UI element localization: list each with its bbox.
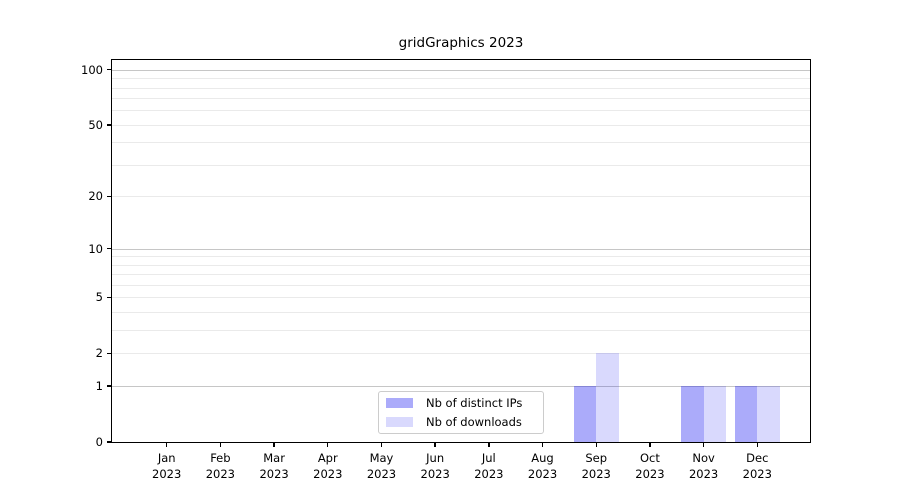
- legend-swatch-downloads: [386, 416, 413, 428]
- x-tick-label-jan: Jan 2023: [152, 450, 182, 482]
- y-tick-label-0: 0: [95, 435, 103, 449]
- bar-ips-nov: [681, 386, 704, 442]
- minor-gridline-3: [111, 330, 811, 332]
- minor-gridline-90: [111, 78, 811, 80]
- legend-label-downloads: Nb of downloads: [426, 415, 522, 430]
- x-tick-jan: [166, 442, 168, 447]
- y-tick-10: [106, 247, 112, 250]
- minor-gridline-50: [111, 124, 811, 126]
- x-tick-label-sep: Sep 2023: [581, 450, 611, 482]
- legend: Nb of distinct IPs Nb of downloads: [378, 391, 544, 434]
- legend-item-distinct-ips: Nb of distinct IPs: [379, 394, 543, 411]
- minor-gridline-60: [111, 110, 811, 112]
- minor-gridline-20: [111, 196, 811, 198]
- minor-gridline-70: [111, 98, 811, 100]
- x-tick-label-feb: Feb 2023: [205, 450, 236, 482]
- y-tick-label-50: 50: [88, 117, 103, 132]
- minor-gridline-2: [111, 353, 811, 355]
- x-tick-label-jul: Jul 2023: [474, 450, 504, 482]
- y-tick-label-20: 20: [88, 189, 103, 204]
- x-tick-nov: [702, 442, 705, 447]
- x-tick-dec: [756, 442, 758, 447]
- x-tick-apr: [327, 442, 329, 447]
- y-tick-label-2: 2: [95, 346, 103, 361]
- minor-gridline-80: [111, 87, 811, 89]
- x-tick-label-may: May 2023: [366, 450, 397, 482]
- x-tick-feb: [219, 442, 222, 447]
- legend-swatch-distinct-ips: [386, 397, 413, 409]
- x-tick-label-aug: Aug 2023: [527, 450, 558, 482]
- x-tick-may: [380, 442, 383, 447]
- x-tick-label-apr: Apr 2023: [313, 450, 343, 482]
- y-tick-100: [106, 69, 112, 71]
- minor-gridline-7: [111, 274, 811, 276]
- y-tick-1: [106, 385, 112, 387]
- minor-gridline-5: [111, 297, 811, 299]
- bar-downloads-dec: [757, 386, 780, 442]
- y-tick-0: [106, 441, 112, 443]
- legend-item-downloads: Nb of downloads: [379, 414, 543, 431]
- y-tick-label-5: 5: [95, 290, 103, 305]
- minor-gridline-8: [111, 264, 811, 266]
- major-gridline-1: [111, 386, 811, 388]
- y-tick-2: [106, 352, 112, 355]
- y-tick-50: [106, 124, 112, 126]
- bar-downloads-sep: [596, 353, 619, 442]
- x-tick-jul: [488, 442, 490, 447]
- x-tick-label-nov: Nov 2023: [688, 450, 719, 482]
- bar-downloads-nov: [703, 386, 726, 442]
- minor-gridline-4: [111, 312, 811, 314]
- x-tick-label-jun: Jun 2023: [420, 450, 450, 482]
- y-tick-label-1: 1: [95, 379, 103, 394]
- minor-gridline-9: [111, 256, 811, 258]
- bar-ips-dec: [734, 386, 758, 442]
- y-tick-label-10: 10: [88, 241, 103, 256]
- y-tick-5: [106, 296, 112, 299]
- x-tick-sep: [595, 442, 597, 447]
- x-tick-jun: [434, 442, 436, 447]
- x-tick-aug: [541, 442, 544, 447]
- minor-gridline-40: [111, 142, 811, 144]
- plot-area: [111, 60, 811, 442]
- x-tick-label-mar: Mar 2023: [259, 450, 289, 482]
- y-tick-label-100: 100: [81, 62, 103, 77]
- major-gridline-100: [111, 69, 811, 71]
- x-tick-label-oct: Oct 2023: [635, 450, 665, 482]
- bar-ips-sep: [573, 386, 597, 442]
- x-tick-oct: [649, 442, 651, 447]
- major-gridline-10: [111, 248, 811, 250]
- minor-gridline-30: [111, 165, 811, 167]
- legend-label-distinct-ips: Nb of distinct IPs: [426, 395, 523, 410]
- x-tick-mar: [273, 442, 275, 447]
- y-tick-20: [106, 195, 112, 198]
- x-tick-label-dec: Dec 2023: [742, 450, 772, 482]
- chart-title: gridGraphics 2023: [398, 35, 524, 51]
- minor-gridline-6: [111, 285, 811, 287]
